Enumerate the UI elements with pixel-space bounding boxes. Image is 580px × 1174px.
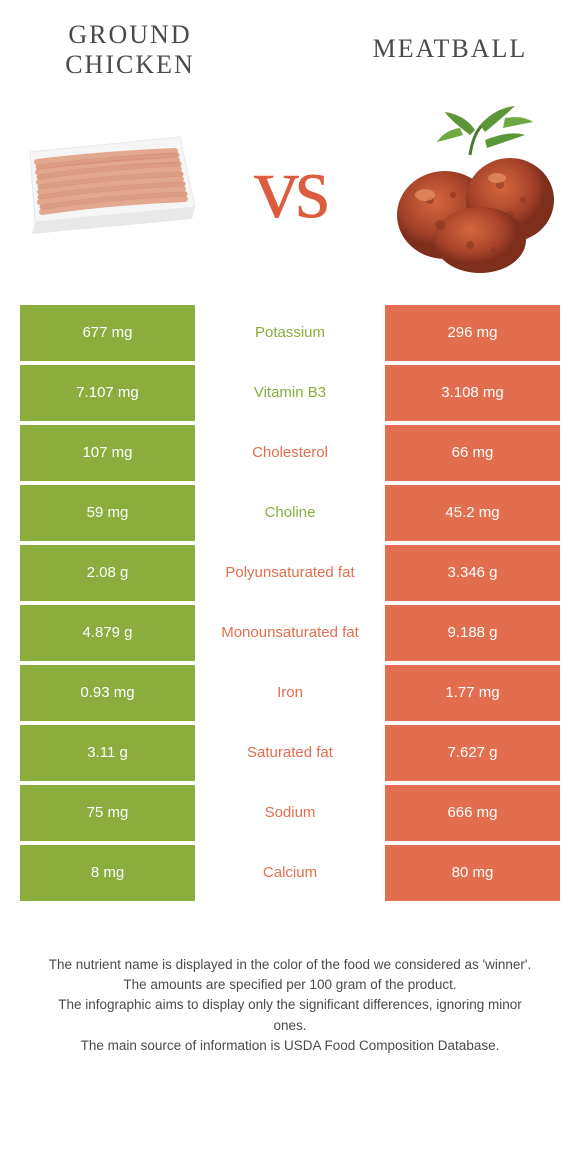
right-value: 3.346 g <box>385 545 560 601</box>
nutrient-name: Vitamin B3 <box>195 365 385 421</box>
nutrient-name: Iron <box>195 665 385 721</box>
table-row: 7.107 mgVitamin B33.108 mg <box>20 365 560 421</box>
ground-chicken-image <box>20 100 205 275</box>
nutrient-name: Calcium <box>195 845 385 901</box>
nutrient-name: Saturated fat <box>195 725 385 781</box>
footnotes: The nutrient name is displayed in the co… <box>20 905 560 1056</box>
food-left-title: Ground chicken <box>30 20 230 80</box>
right-value: 666 mg <box>385 785 560 841</box>
table-row: 2.08 gPolyunsaturated fat3.346 g <box>20 545 560 601</box>
right-value: 3.108 mg <box>385 365 560 421</box>
table-row: 3.11 gSaturated fat7.627 g <box>20 725 560 781</box>
table-row: 677 mgPotassium296 mg <box>20 305 560 361</box>
nutrient-name: Potassium <box>195 305 385 361</box>
nutrient-name: Polyunsaturated fat <box>195 545 385 601</box>
left-value: 7.107 mg <box>20 365 195 421</box>
footnote-line: The amounts are specified per 100 gram o… <box>40 975 540 995</box>
left-value: 2.08 g <box>20 545 195 601</box>
left-value: 677 mg <box>20 305 195 361</box>
left-value: 0.93 mg <box>20 665 195 721</box>
left-value: 8 mg <box>20 845 195 901</box>
nutrient-name: Choline <box>195 485 385 541</box>
left-value: 3.11 g <box>20 725 195 781</box>
table-row: 107 mgCholesterol66 mg <box>20 425 560 481</box>
parsley-icon <box>437 106 533 155</box>
table-row: 75 mgSodium666 mg <box>20 785 560 841</box>
food-right-title: Meatball <box>350 20 550 80</box>
right-value: 296 mg <box>385 305 560 361</box>
left-value: 4.879 g <box>20 605 195 661</box>
hero-row: vs <box>20 90 560 305</box>
right-value: 80 mg <box>385 845 560 901</box>
nutrient-name: Monounsaturated fat <box>195 605 385 661</box>
table-row: 8 mgCalcium80 mg <box>20 845 560 901</box>
meatball-image <box>375 100 560 275</box>
nutrient-name: Cholesterol <box>195 425 385 481</box>
vs-label: vs <box>254 136 326 239</box>
left-value: 59 mg <box>20 485 195 541</box>
table-row: 4.879 gMonounsaturated fat9.188 g <box>20 605 560 661</box>
table-row: 0.93 mgIron1.77 mg <box>20 665 560 721</box>
right-value: 9.188 g <box>385 605 560 661</box>
nutrient-name: Sodium <box>195 785 385 841</box>
right-value: 45.2 mg <box>385 485 560 541</box>
table-row: 59 mgCholine45.2 mg <box>20 485 560 541</box>
title-row: Ground chicken Meatball <box>20 20 560 90</box>
left-value: 107 mg <box>20 425 195 481</box>
right-value: 1.77 mg <box>385 665 560 721</box>
right-value: 7.627 g <box>385 725 560 781</box>
comparison-table: 677 mgPotassium296 mg7.107 mgVitamin B33… <box>20 305 560 901</box>
footnote-line: The nutrient name is displayed in the co… <box>40 955 540 975</box>
right-value: 66 mg <box>385 425 560 481</box>
footnote-line: The infographic aims to display only the… <box>40 995 540 1036</box>
left-value: 75 mg <box>20 785 195 841</box>
footnote-line: The main source of information is USDA F… <box>40 1036 540 1056</box>
